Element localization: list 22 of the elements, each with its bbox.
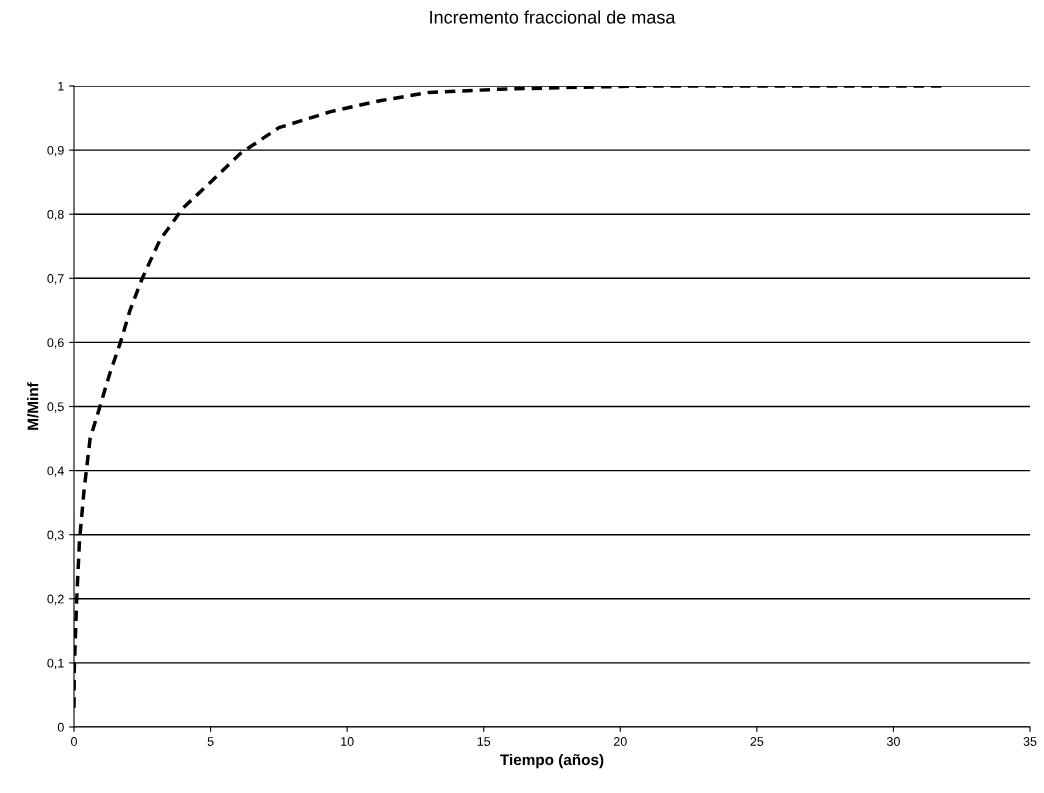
x-tick-label: 25 — [750, 737, 764, 746]
x-tick-label: 35 — [1023, 737, 1037, 746]
y-tick-label: 0,5 — [47, 402, 64, 413]
y-tick-label: 0,6 — [47, 338, 64, 349]
y-tick-label: 0,3 — [47, 530, 64, 541]
y-tick-label: 0,4 — [47, 466, 64, 477]
y-tick-label: 0,2 — [47, 594, 64, 605]
y-tick-label: 0,8 — [47, 210, 64, 221]
x-tick-label: 5 — [207, 737, 214, 746]
y-tick-label: 0,7 — [47, 274, 64, 285]
x-tick-label: 10 — [341, 737, 354, 746]
x-tick-label: 0 — [71, 737, 77, 746]
x-tick-label: 20 — [613, 737, 627, 746]
chart-title: Incremento fraccional de masa — [430, 10, 676, 24]
y-axis-title: M/Minf — [27, 382, 39, 430]
x-tick-label: 15 — [477, 737, 491, 746]
x-tick-label: 30 — [886, 737, 900, 746]
y-tick-label: 0,9 — [47, 145, 64, 157]
y-tick-label: 0 — [57, 722, 64, 732]
y-tick-label: 1 — [58, 81, 64, 91]
x-axis-title: Tiempo (años) — [500, 753, 604, 769]
y-tick-label: 0,1 — [47, 658, 64, 670]
